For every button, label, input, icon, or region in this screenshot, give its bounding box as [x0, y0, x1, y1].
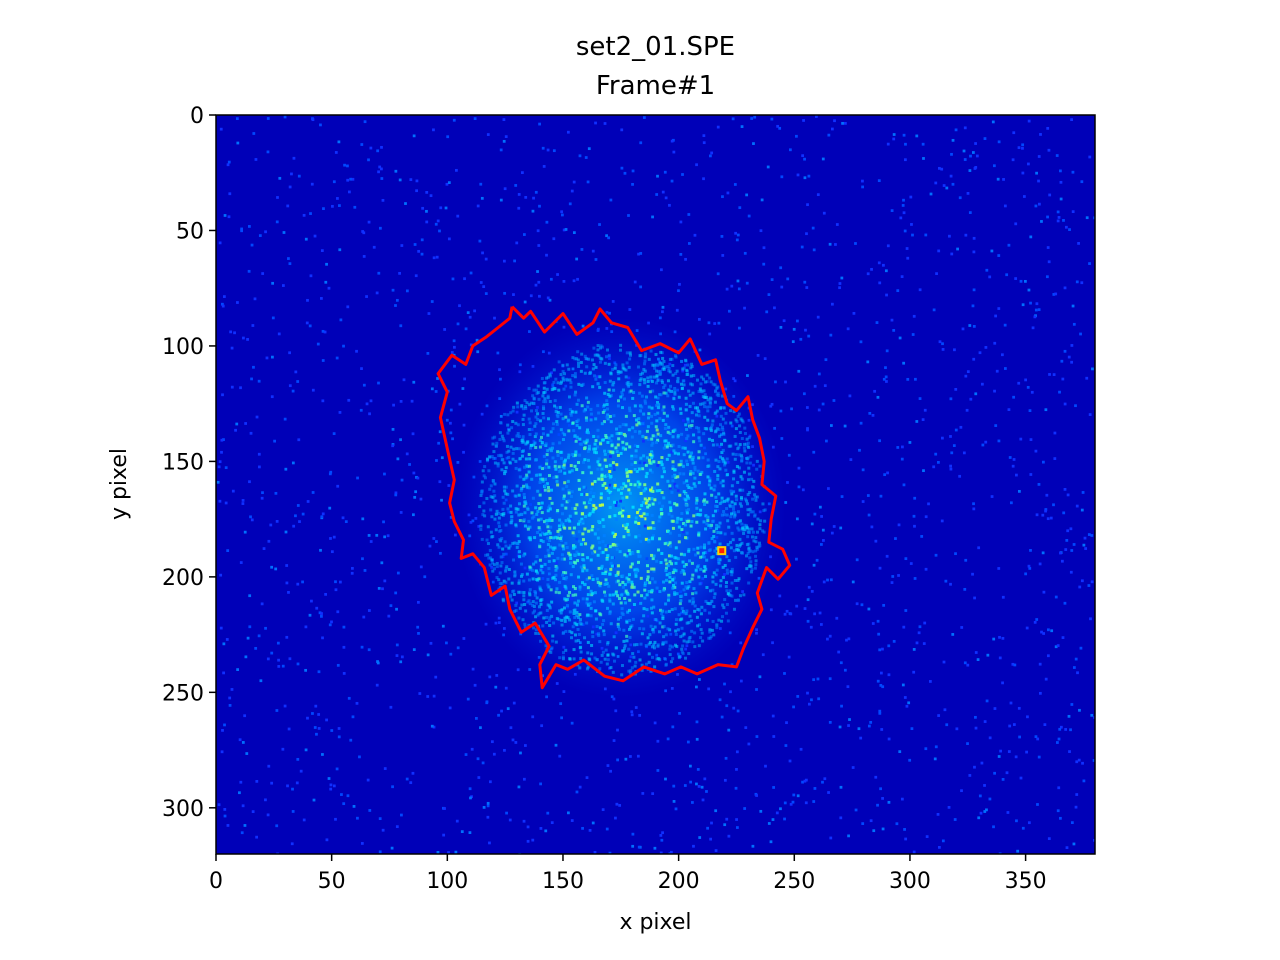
chart-subtitle: Frame#1	[595, 71, 716, 101]
x-tick-label: 350	[1005, 869, 1047, 894]
y-tick-label: 300	[162, 797, 204, 822]
contour-line	[436, 305, 792, 690]
x-tick-label: 150	[542, 869, 584, 894]
x-tick-label: 100	[426, 869, 468, 894]
chart-title: set2_01.SPE	[575, 32, 736, 62]
y-tick-label: 150	[162, 450, 204, 475]
y-tick-label: 0	[190, 104, 204, 129]
y-axis-label: y pixel	[107, 447, 132, 521]
x-tick-label: 300	[889, 869, 931, 894]
x-tick-label: 0	[209, 869, 223, 894]
x-tick-label: 50	[318, 869, 346, 894]
hotspot	[717, 546, 727, 556]
y-tick-label: 50	[176, 219, 204, 244]
signal-glow	[455, 317, 787, 699]
axes-frame	[215, 114, 1096, 855]
y-tick-label: 100	[162, 335, 204, 360]
speckle-noise	[216, 115, 1095, 854]
x-axis-label: x pixel	[619, 910, 692, 935]
y-tick-label: 250	[162, 681, 204, 706]
x-tick-label: 250	[773, 869, 815, 894]
x-tick-label: 200	[658, 869, 700, 894]
y-tick-label: 200	[162, 566, 204, 591]
